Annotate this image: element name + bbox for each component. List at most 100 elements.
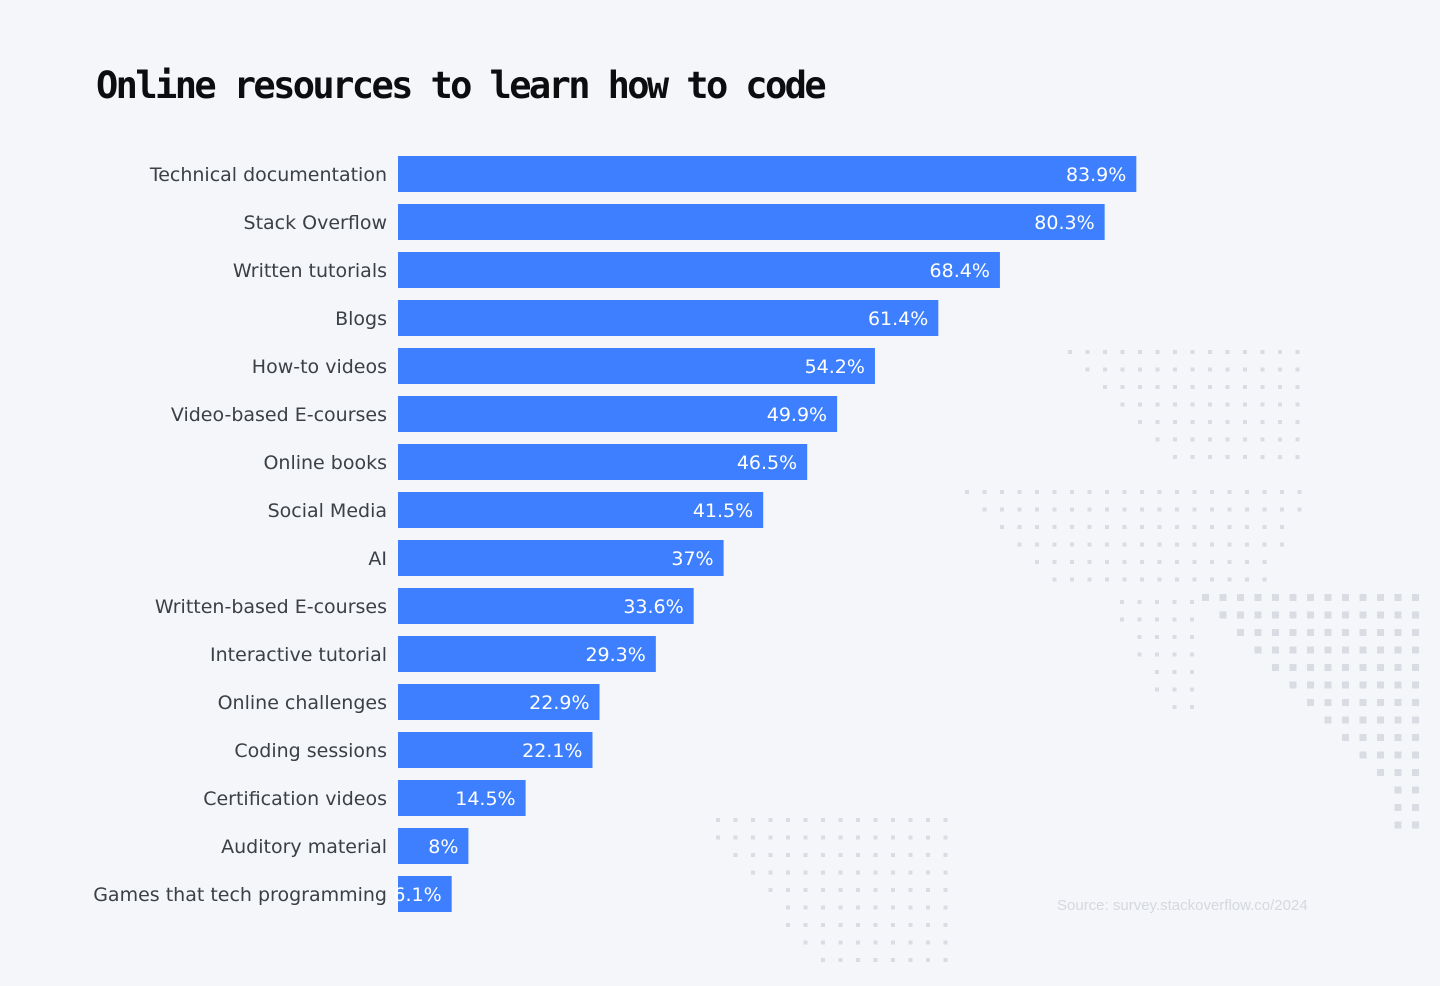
map-dot bbox=[943, 958, 948, 962]
map-dot bbox=[1260, 420, 1265, 424]
map-dot bbox=[1262, 577, 1267, 582]
map-dot bbox=[1140, 560, 1144, 564]
map-dot bbox=[1172, 635, 1177, 639]
map-dot bbox=[1173, 385, 1177, 389]
map-dot bbox=[1122, 560, 1127, 564]
bar bbox=[398, 828, 469, 864]
map-dot bbox=[1138, 385, 1142, 389]
map-dot bbox=[1359, 716, 1367, 724]
bar-row: Certification videos 14.5% bbox=[203, 780, 526, 816]
map-dot bbox=[1122, 507, 1127, 512]
map-dot bbox=[1394, 734, 1402, 741]
map-dot bbox=[1017, 490, 1022, 494]
map-dot bbox=[1087, 490, 1092, 494]
map-dot bbox=[1070, 507, 1074, 512]
map-dot bbox=[1342, 734, 1349, 741]
map-dot bbox=[1155, 600, 1159, 604]
map-dot bbox=[1210, 560, 1214, 564]
map-dot bbox=[908, 888, 913, 892]
map-dot bbox=[1172, 687, 1177, 692]
map-dot bbox=[1173, 420, 1177, 424]
map-dot bbox=[1278, 385, 1282, 389]
map-dot bbox=[821, 905, 825, 910]
map-dot bbox=[908, 853, 913, 857]
map-dot bbox=[1070, 525, 1074, 529]
map-dot bbox=[1377, 664, 1384, 671]
map-dot bbox=[1122, 542, 1127, 547]
map-dot bbox=[1035, 560, 1039, 564]
map-dot bbox=[733, 818, 738, 822]
map-dot bbox=[926, 940, 930, 945]
map-dot bbox=[1278, 437, 1282, 442]
category-label: Auditory material bbox=[221, 836, 387, 858]
map-dot bbox=[1280, 542, 1284, 547]
map-dot bbox=[1262, 560, 1267, 564]
value-label: 54.2% bbox=[805, 356, 865, 378]
map-dot bbox=[926, 853, 930, 857]
map-dot bbox=[1122, 490, 1127, 494]
map-dot bbox=[943, 905, 948, 910]
map-dot bbox=[1394, 664, 1402, 671]
map-dot bbox=[943, 940, 948, 945]
map-dot bbox=[1245, 507, 1249, 512]
map-dot bbox=[926, 870, 930, 875]
bar bbox=[398, 204, 1105, 240]
map-dot bbox=[1262, 490, 1267, 494]
map-dot bbox=[1202, 594, 1209, 601]
map-dot bbox=[1017, 525, 1022, 529]
bar-row: Stack Overflow 80.3% bbox=[244, 204, 1105, 240]
map-dot bbox=[1295, 385, 1300, 389]
map-dot bbox=[1192, 542, 1197, 547]
map-dot bbox=[1260, 437, 1265, 442]
bar bbox=[398, 636, 656, 672]
value-label: 41.5% bbox=[693, 500, 753, 522]
map-dot bbox=[856, 853, 860, 857]
map-dot bbox=[1140, 490, 1144, 494]
map-dot bbox=[891, 940, 895, 945]
map-dot bbox=[1307, 629, 1314, 636]
map-dot bbox=[1307, 611, 1314, 619]
map-dot bbox=[1190, 687, 1194, 692]
map-dot bbox=[1140, 577, 1144, 582]
map-dot bbox=[1190, 385, 1195, 389]
map-dot bbox=[803, 940, 808, 945]
bar-row: Auditory material 8% bbox=[221, 828, 469, 864]
map-dot bbox=[908, 818, 913, 822]
map-dot bbox=[838, 958, 843, 962]
map-dot bbox=[1227, 525, 1232, 529]
map-dot bbox=[1140, 507, 1144, 512]
map-dot bbox=[1342, 594, 1349, 601]
map-dot bbox=[1295, 402, 1300, 407]
map-dot bbox=[1070, 577, 1074, 582]
map-dot bbox=[1105, 542, 1109, 547]
map-dot bbox=[1190, 402, 1195, 407]
bar-row: Written tutorials 68.4% bbox=[233, 252, 1000, 288]
map-dot bbox=[1190, 705, 1194, 709]
bar bbox=[398, 300, 939, 336]
map-dot bbox=[1295, 455, 1300, 459]
map-dot bbox=[1324, 699, 1332, 706]
map-dot bbox=[1225, 437, 1230, 442]
map-dot bbox=[1245, 560, 1249, 564]
map-dot bbox=[891, 958, 895, 962]
map-dot bbox=[1377, 716, 1384, 724]
map-dot bbox=[1297, 507, 1302, 512]
map-dot bbox=[1173, 455, 1177, 459]
category-label: Social Media bbox=[268, 500, 387, 522]
map-dot bbox=[1394, 804, 1402, 811]
map-dot bbox=[1138, 420, 1142, 424]
map-dot bbox=[1412, 734, 1419, 741]
map-dot bbox=[1295, 350, 1300, 354]
map-dot bbox=[838, 870, 843, 875]
bar-row: Technical documentation 83.9% bbox=[149, 156, 1137, 192]
map-dot bbox=[1122, 525, 1127, 529]
map-dot bbox=[965, 490, 969, 494]
map-dot bbox=[1297, 490, 1302, 494]
map-dot bbox=[856, 958, 860, 962]
map-dot bbox=[1359, 629, 1367, 636]
map-dot bbox=[1087, 560, 1092, 564]
map-dot bbox=[1412, 629, 1419, 636]
map-dot bbox=[803, 853, 808, 857]
value-label: 6.1% bbox=[393, 884, 441, 906]
